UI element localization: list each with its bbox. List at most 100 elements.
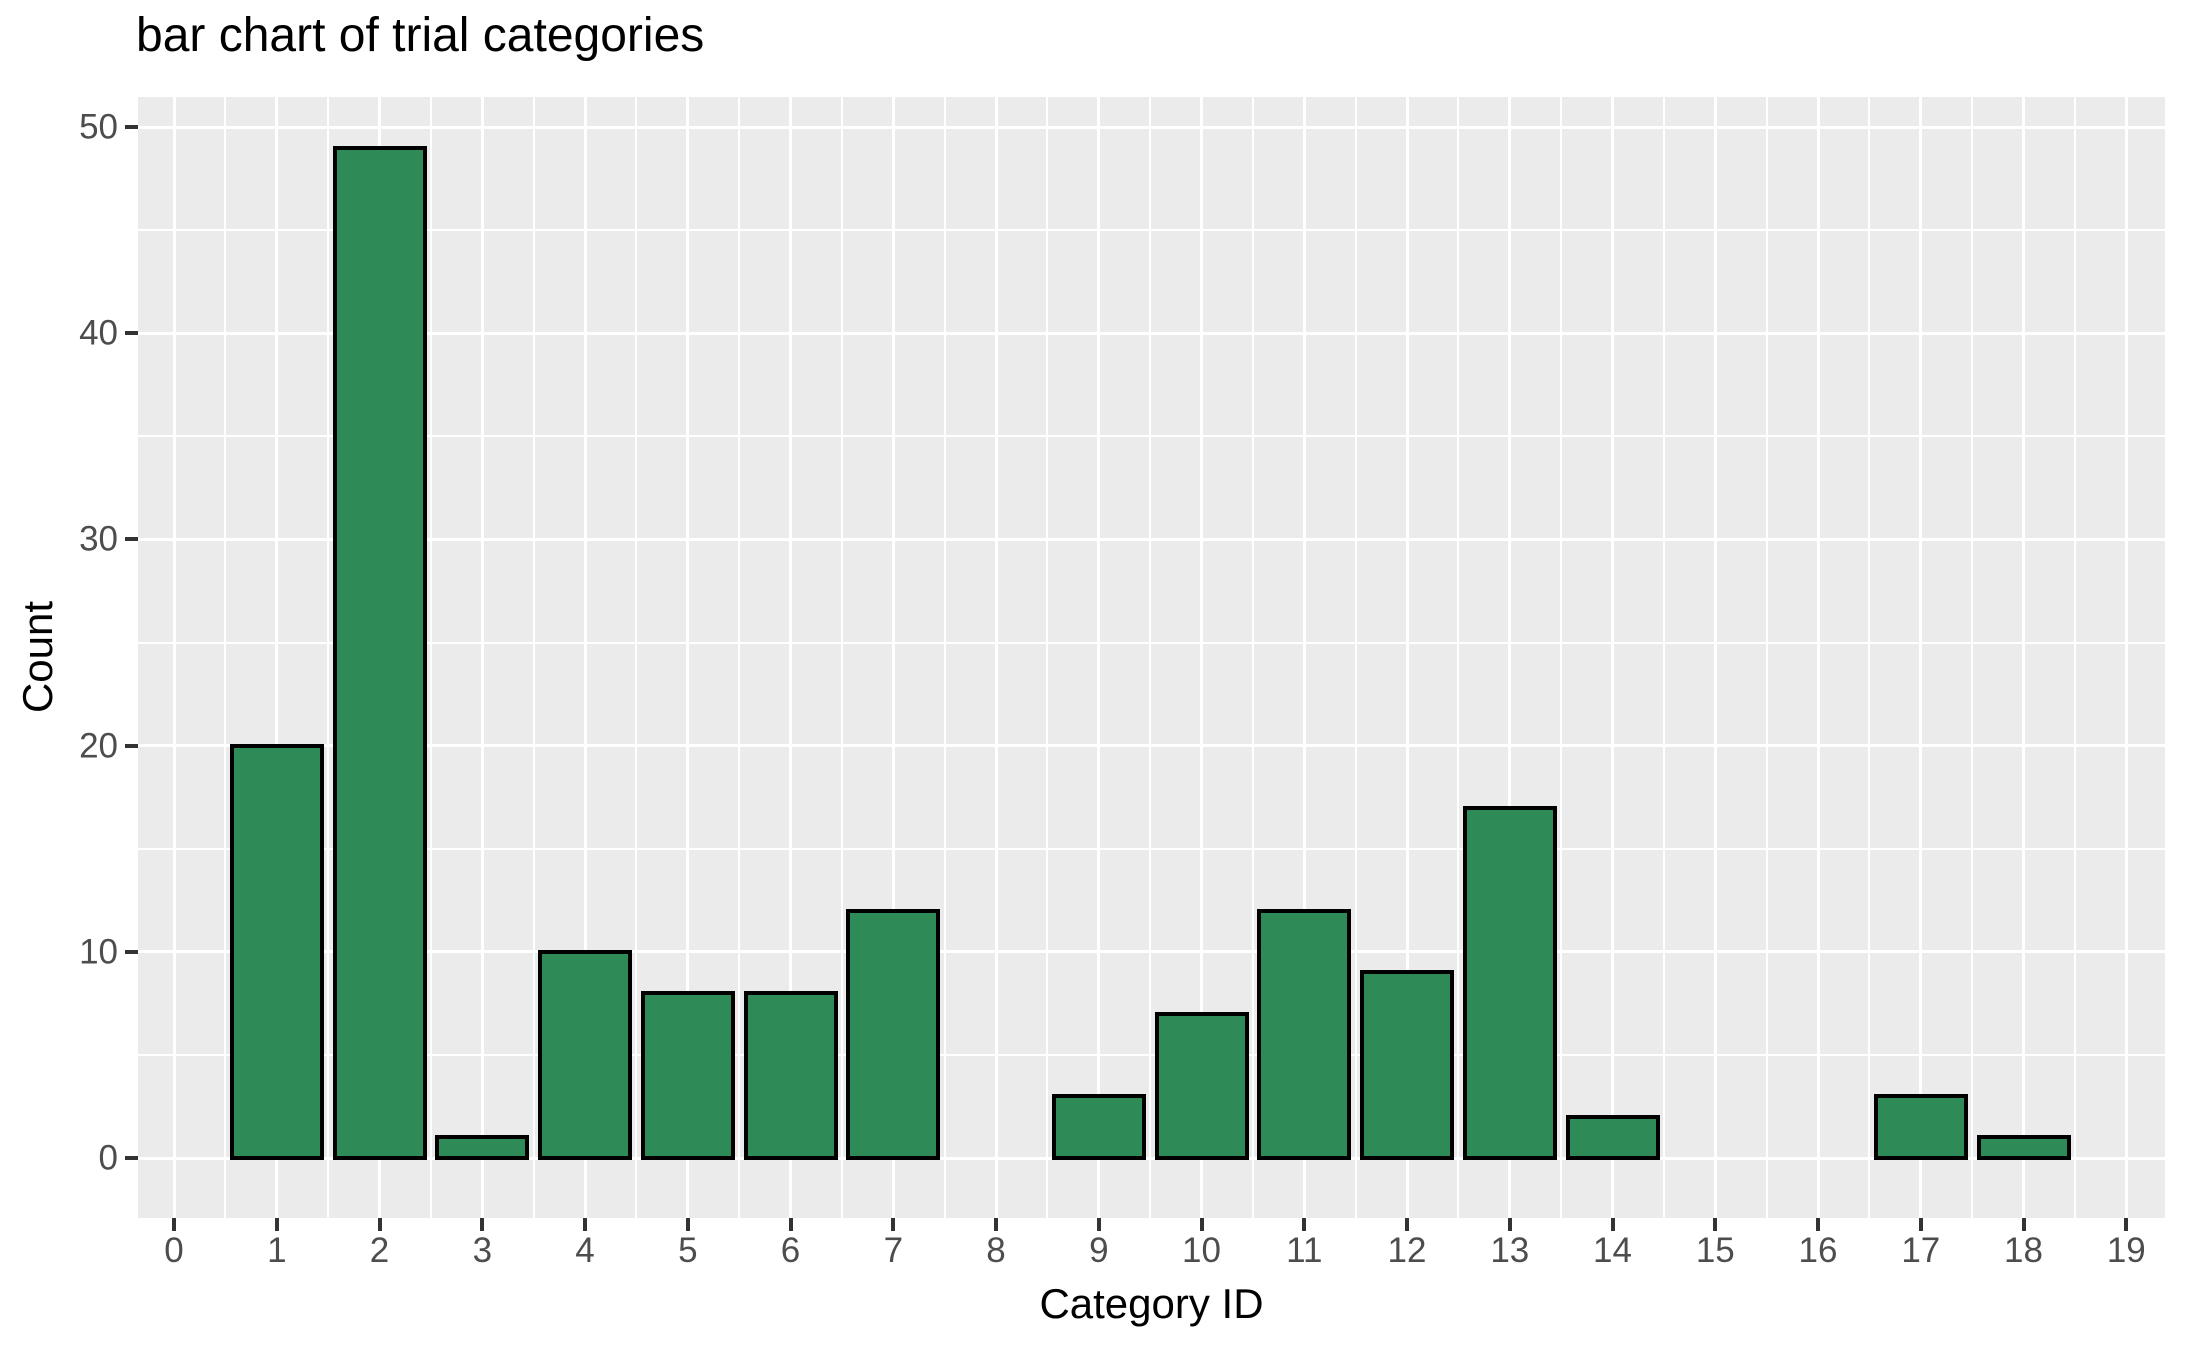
gridline-x-major-9 bbox=[1097, 97, 1101, 1218]
gridline-x-major-13 bbox=[1508, 97, 1512, 1218]
bar-category-12 bbox=[1360, 970, 1454, 1160]
gridline-y-minor-45 bbox=[138, 229, 2165, 232]
gridline-x-major-7 bbox=[891, 97, 895, 1218]
x-tick-label-4: 4 bbox=[575, 1231, 595, 1270]
x-tick-18 bbox=[2021, 1218, 2026, 1231]
gridline-y-major-0 bbox=[138, 1156, 2165, 1160]
x-tick-8 bbox=[994, 1218, 998, 1231]
x-tick-label-8: 8 bbox=[986, 1231, 1006, 1270]
plot-panel bbox=[138, 97, 2165, 1218]
gridline-x-minor-15.5 bbox=[1765, 97, 1768, 1218]
y-tick-label-30: 30 bbox=[79, 519, 118, 559]
gridline-x-major-8 bbox=[994, 97, 998, 1218]
gridline-x-major-3 bbox=[480, 97, 484, 1218]
gridline-x-minor-13.5 bbox=[1560, 97, 1563, 1218]
gridline-x-minor-4.5 bbox=[635, 97, 638, 1218]
gridline-x-major-17 bbox=[1919, 97, 1923, 1218]
gridline-x-minor-11.5 bbox=[1354, 97, 1357, 1218]
gridline-y-major-40 bbox=[138, 331, 2165, 335]
bar-category-13 bbox=[1462, 805, 1557, 1160]
gridline-x-major-6 bbox=[789, 97, 792, 1218]
x-tick-label-16: 16 bbox=[1798, 1231, 1838, 1270]
x-tick-label-14: 14 bbox=[1593, 1231, 1632, 1270]
y-tick-label-20: 20 bbox=[79, 726, 118, 766]
x-tick-12 bbox=[1405, 1218, 1409, 1231]
gridline-x-minor-18.5 bbox=[2073, 97, 2076, 1218]
bar-category-11 bbox=[1257, 908, 1352, 1160]
gridline-y-major-50 bbox=[138, 125, 2165, 129]
gridline-x-major-14 bbox=[1611, 97, 1614, 1218]
gridline-x-major-16 bbox=[1816, 97, 1820, 1218]
x-tick-label-17: 17 bbox=[1901, 1231, 1941, 1270]
gridline-x-minor-0.5 bbox=[224, 97, 227, 1218]
gridline-y-minor-5 bbox=[138, 1053, 2165, 1056]
y-tick-label-50: 50 bbox=[79, 107, 118, 147]
x-tick-3 bbox=[480, 1218, 485, 1231]
gridline-x-major-4 bbox=[583, 97, 587, 1218]
gridline-x-major-18 bbox=[2022, 97, 2025, 1218]
gridline-x-minor-12.5 bbox=[1457, 97, 1460, 1218]
bar-category-2 bbox=[332, 145, 427, 1160]
x-tick-5 bbox=[685, 1218, 690, 1231]
x-tick-label-10: 10 bbox=[1182, 1231, 1221, 1270]
bar-category-17 bbox=[1873, 1094, 1968, 1160]
gridline-y-major-10 bbox=[138, 950, 2165, 954]
y-tick-20 bbox=[125, 743, 138, 748]
gridline-x-minor-1.5 bbox=[327, 97, 330, 1218]
y-tick-label-10: 10 bbox=[79, 932, 118, 972]
x-axis-title: Category ID bbox=[1039, 1280, 1264, 1327]
bar-category-14 bbox=[1565, 1114, 1660, 1160]
x-tick-9 bbox=[1096, 1218, 1101, 1231]
x-tick-label-12: 12 bbox=[1387, 1231, 1427, 1270]
bar-category-6 bbox=[743, 991, 838, 1160]
y-tick-label-40: 40 bbox=[79, 313, 118, 353]
x-tick-label-6: 6 bbox=[780, 1231, 801, 1270]
gridline-x-major-10 bbox=[1200, 97, 1203, 1218]
x-tick-label-13: 13 bbox=[1490, 1231, 1530, 1270]
x-tick-19 bbox=[2124, 1218, 2129, 1231]
gridline-x-major-15 bbox=[1713, 97, 1717, 1218]
x-tick-7 bbox=[891, 1218, 896, 1231]
x-tick-1 bbox=[274, 1218, 279, 1231]
gridline-x-minor-3.5 bbox=[532, 97, 535, 1218]
x-tick-label-2: 2 bbox=[369, 1231, 390, 1270]
x-tick-label-7: 7 bbox=[883, 1231, 904, 1270]
bar-category-3 bbox=[435, 1135, 530, 1160]
bar-category-7 bbox=[846, 908, 941, 1160]
x-tick-label-0: 0 bbox=[164, 1231, 184, 1270]
gridline-y-minor-25 bbox=[138, 641, 2165, 644]
bar-category-5 bbox=[640, 991, 735, 1160]
gridline-x-major-1 bbox=[275, 97, 279, 1218]
y-tick-30 bbox=[125, 537, 138, 542]
x-tick-label-18: 18 bbox=[2004, 1231, 2043, 1270]
gridline-x-major-19 bbox=[2124, 97, 2128, 1218]
x-tick-13 bbox=[1507, 1218, 1512, 1231]
x-tick-16 bbox=[1816, 1218, 1820, 1231]
gridline-x-minor-6.5 bbox=[840, 97, 843, 1218]
x-tick-2 bbox=[377, 1218, 382, 1231]
x-tick-4 bbox=[583, 1218, 587, 1231]
y-axis-title: Count bbox=[14, 600, 61, 714]
x-tick-label-1: 1 bbox=[267, 1231, 287, 1270]
gridline-x-minor-7.5 bbox=[943, 97, 946, 1218]
x-tick-label-9: 9 bbox=[1089, 1231, 1109, 1270]
bar-category-9 bbox=[1051, 1094, 1146, 1160]
x-tick-label-19: 19 bbox=[2106, 1231, 2146, 1270]
gridline-x-major-12 bbox=[1405, 97, 1409, 1218]
x-tick-label-11: 11 bbox=[1286, 1231, 1323, 1270]
x-tick-6 bbox=[788, 1218, 793, 1231]
x-tick-17 bbox=[1918, 1218, 1923, 1231]
x-tick-0 bbox=[172, 1218, 176, 1231]
gridline-x-minor-9.5 bbox=[1149, 97, 1152, 1218]
gridline-x-minor-10.5 bbox=[1251, 97, 1254, 1218]
gridline-y-major-30 bbox=[138, 537, 2165, 541]
y-tick-10 bbox=[125, 949, 138, 954]
y-tick-40 bbox=[125, 331, 138, 336]
gridline-y-minor-15 bbox=[138, 847, 2165, 850]
gridline-y-major-20 bbox=[138, 744, 2165, 748]
gridline-x-minor-16.5 bbox=[1868, 97, 1871, 1218]
x-tick-label-5: 5 bbox=[678, 1231, 698, 1270]
gridline-y-minor-35 bbox=[138, 435, 2165, 438]
x-tick-11 bbox=[1302, 1218, 1307, 1231]
